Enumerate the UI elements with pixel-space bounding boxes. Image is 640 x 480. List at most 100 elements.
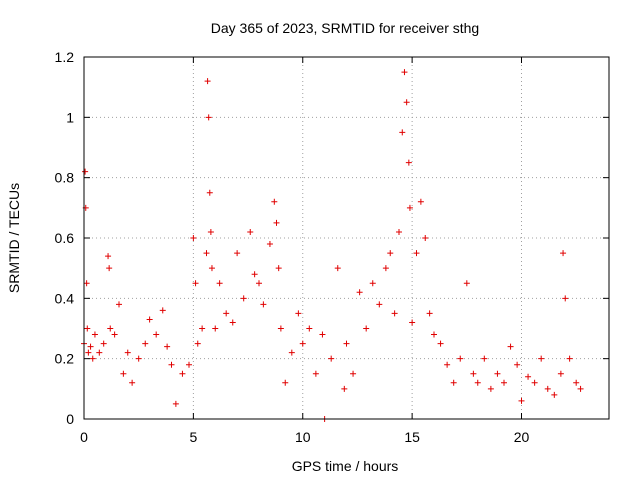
data-point — [518, 397, 525, 404]
data-points — [81, 69, 584, 422]
data-point — [83, 280, 90, 287]
data-point — [437, 340, 444, 347]
data-point — [256, 280, 262, 287]
data-point — [401, 69, 408, 76]
data-point — [457, 355, 464, 362]
data-point — [409, 319, 416, 326]
y-axis-label: SRMTID / TECUs — [6, 183, 22, 293]
data-point — [146, 316, 153, 323]
data-point — [194, 340, 201, 347]
data-point — [413, 250, 420, 257]
data-point — [199, 325, 206, 332]
data-point — [271, 198, 278, 205]
data-point — [172, 400, 179, 407]
data-point — [431, 331, 437, 338]
data-point — [100, 340, 107, 347]
data-point — [124, 349, 131, 356]
data-point — [275, 265, 282, 272]
data-point — [295, 310, 302, 317]
data-point — [91, 331, 98, 338]
data-point — [142, 340, 149, 347]
data-point — [494, 370, 501, 377]
data-point — [577, 385, 584, 392]
data-point — [544, 385, 551, 392]
data-point — [470, 370, 477, 377]
data-point — [223, 310, 230, 317]
data-point — [106, 265, 113, 272]
data-point — [562, 295, 569, 302]
data-point — [306, 325, 313, 332]
data-point — [487, 385, 494, 392]
data-point — [450, 379, 457, 386]
data-point — [204, 78, 211, 85]
data-point — [376, 301, 383, 308]
data-point — [328, 355, 335, 362]
y-tick-label: 0.6 — [55, 230, 75, 246]
data-point — [251, 271, 258, 278]
axis-ticks — [83, 56, 609, 420]
data-point — [159, 307, 166, 314]
data-point — [382, 265, 389, 272]
data-point — [481, 355, 488, 362]
data-point — [82, 168, 89, 175]
data-point — [107, 325, 114, 332]
data-point — [105, 253, 112, 260]
x-tick-label: 15 — [404, 429, 420, 445]
data-point — [120, 370, 127, 377]
y-tick-label: 0.2 — [55, 351, 75, 367]
data-point — [229, 319, 236, 326]
data-point — [207, 228, 214, 235]
data-point — [514, 361, 521, 368]
data-point — [341, 385, 348, 392]
data-point — [299, 340, 306, 347]
data-point — [89, 355, 96, 362]
data-point — [205, 114, 212, 121]
data-point — [403, 99, 410, 106]
x-tick-label: 10 — [295, 429, 311, 445]
y-tick-label: 0 — [66, 411, 74, 427]
data-point — [566, 355, 573, 362]
data-point — [426, 310, 433, 317]
data-point — [135, 355, 142, 362]
data-point — [203, 250, 210, 257]
data-point — [525, 373, 532, 380]
data-point — [116, 301, 122, 308]
data-point — [186, 361, 192, 368]
data-point — [111, 331, 118, 338]
data-point — [240, 295, 247, 302]
data-point — [277, 325, 284, 332]
data-point — [350, 370, 357, 377]
y-tick-label: 1.2 — [55, 49, 75, 65]
y-tick-label: 0.4 — [55, 290, 75, 306]
data-point — [560, 250, 567, 257]
y-tick-label: 1 — [66, 109, 74, 125]
data-point — [396, 228, 402, 235]
data-point — [387, 250, 394, 257]
data-point — [369, 280, 376, 287]
data-point — [190, 235, 197, 241]
data-point — [85, 349, 92, 356]
data-point — [247, 228, 254, 235]
y-tick-label: 0.8 — [55, 170, 75, 186]
data-point — [206, 189, 213, 196]
data-point — [557, 370, 564, 377]
plot-frame — [83, 56, 610, 420]
data-point — [444, 361, 451, 368]
data-point — [406, 204, 413, 211]
data-point — [84, 325, 91, 332]
data-point — [474, 379, 481, 386]
data-point — [168, 361, 175, 368]
x-tick-label: 0 — [80, 429, 88, 445]
chart-title: Day 365 of 2023, SRMTID for receiver sth… — [211, 20, 479, 36]
x-tick-label: 20 — [514, 429, 530, 445]
data-point — [216, 280, 223, 287]
data-point — [266, 241, 273, 248]
data-point — [507, 343, 514, 350]
data-point — [463, 280, 470, 287]
data-point — [417, 198, 424, 205]
data-point — [129, 379, 136, 386]
data-point — [312, 370, 319, 377]
x-tick-label: 5 — [189, 429, 197, 445]
data-point — [363, 325, 370, 332]
data-point — [164, 343, 171, 350]
